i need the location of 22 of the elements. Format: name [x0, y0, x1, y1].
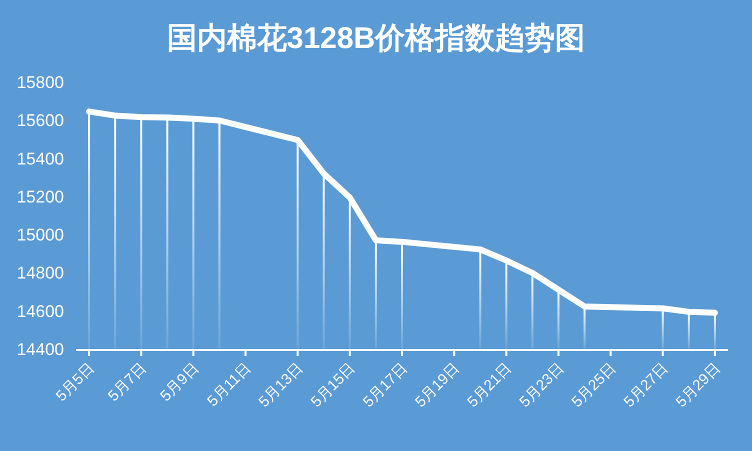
- y-tick-label: 15200: [16, 187, 64, 206]
- x-tick-label: 5月21日: [464, 360, 516, 411]
- x-tick-label: 5月19日: [412, 360, 463, 411]
- y-tick-label: 14800: [16, 264, 64, 283]
- x-tick-label: 5月11日: [204, 360, 254, 410]
- x-tick-label: 5月7日: [104, 360, 150, 405]
- y-tick-label: 14400: [16, 340, 64, 359]
- x-tick-label: 5月23日: [516, 360, 568, 411]
- x-tick-label: 5月13日: [256, 360, 307, 411]
- x-tick-label: 5月15日: [308, 360, 359, 411]
- y-tick-label: 14600: [16, 302, 64, 321]
- x-tick-label: 5月29日: [672, 360, 724, 411]
- y-tick-label: 15600: [16, 111, 64, 130]
- y-tick-label: 15000: [16, 226, 64, 245]
- x-tick-label: 5月27日: [620, 360, 672, 411]
- x-tick-label: 5月5日: [52, 360, 98, 405]
- chart-title: 国内棉花3128B价格指数趋势图: [166, 22, 586, 55]
- x-tick-label: 5月9日: [157, 360, 202, 405]
- y-tick-label: 15800: [16, 73, 64, 92]
- y-tick-label: 15400: [16, 149, 64, 168]
- x-tick-label: 5月17日: [360, 360, 411, 411]
- x-tick-label: 5月25日: [568, 360, 620, 411]
